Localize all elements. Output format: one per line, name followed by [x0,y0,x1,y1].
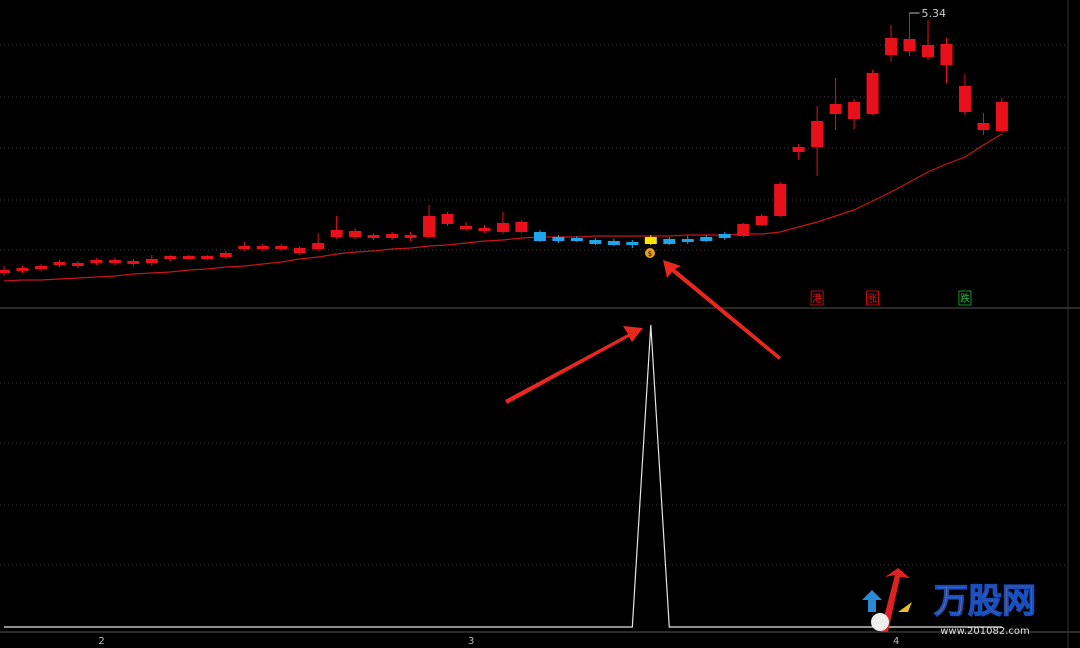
candle-body [201,256,214,259]
candle-body [552,237,565,241]
signal-label: 跌 [960,292,970,305]
candle-body [700,237,713,241]
candle-body [995,102,1008,131]
x-tick-label: 3 [468,636,474,647]
candle-body [386,234,399,238]
x-tick-label: 2 [98,636,104,647]
candle-body [570,238,583,241]
candle-body [515,222,528,232]
candle-body [755,216,768,225]
candle-body [811,121,824,147]
candle-body [903,39,916,51]
candle-body [460,226,472,229]
candle-body [774,184,787,216]
candle-body [533,232,546,241]
candle-body [53,262,66,265]
candle-body [607,241,620,245]
candle-body [108,260,121,263]
candle-body [848,102,861,119]
x-tick-label: 4 [893,636,899,647]
candle-body [478,228,491,231]
candle-body [589,240,602,244]
candle-body [127,261,140,264]
candle-body [644,237,657,244]
watermark-logo: 万股网 www.201082.com [862,568,1037,637]
candle-body [866,73,879,114]
ma-line [3,133,1003,282]
candle-body [829,104,842,114]
signal-label: 涨 [868,293,878,305]
candle-body [16,268,29,271]
signal-box [810,290,824,306]
candle-body [922,45,934,57]
max-label: 5.34 [922,7,947,20]
candle-body [71,263,84,266]
money-bag-icon: $ [645,248,655,258]
indicator-line [4,324,1002,628]
candle-body [792,147,805,152]
candle-body [367,235,380,238]
candle-body [349,231,362,237]
candle-body [496,223,509,232]
candle-body [182,256,195,259]
candle-body [626,242,639,245]
candle-body [164,256,177,259]
candle-body [885,38,898,55]
signal-label: 港 [812,293,822,305]
arrows [505,260,781,404]
candle-body [238,246,251,249]
svg-text:$: $ [648,250,652,258]
candle-body [312,243,325,249]
candle-body [145,259,158,263]
candle-body [940,44,953,65]
candle-body [90,260,103,263]
candle-body [330,230,343,237]
candle-body [718,234,731,238]
candle-body [256,246,269,249]
candle-body [404,235,417,238]
candle-body [681,239,694,242]
watermark-name: 万股网 [934,582,1036,622]
signal-box [866,290,879,306]
candle-body [34,266,47,269]
signal-box [958,290,972,306]
candle-body [275,246,288,249]
watermark-url: www.201082.com [940,626,1030,637]
candle-body [441,214,454,224]
candle-body [737,224,750,236]
candle-body [977,123,990,130]
candle-body [663,239,676,244]
candle-body [0,270,10,273]
candle-body [423,216,436,237]
candle-body [219,253,232,257]
plot: 2 3 4 5.34 港 涨 跌 [0,7,1008,647]
candle-body [293,248,306,253]
candle-body [958,86,971,112]
